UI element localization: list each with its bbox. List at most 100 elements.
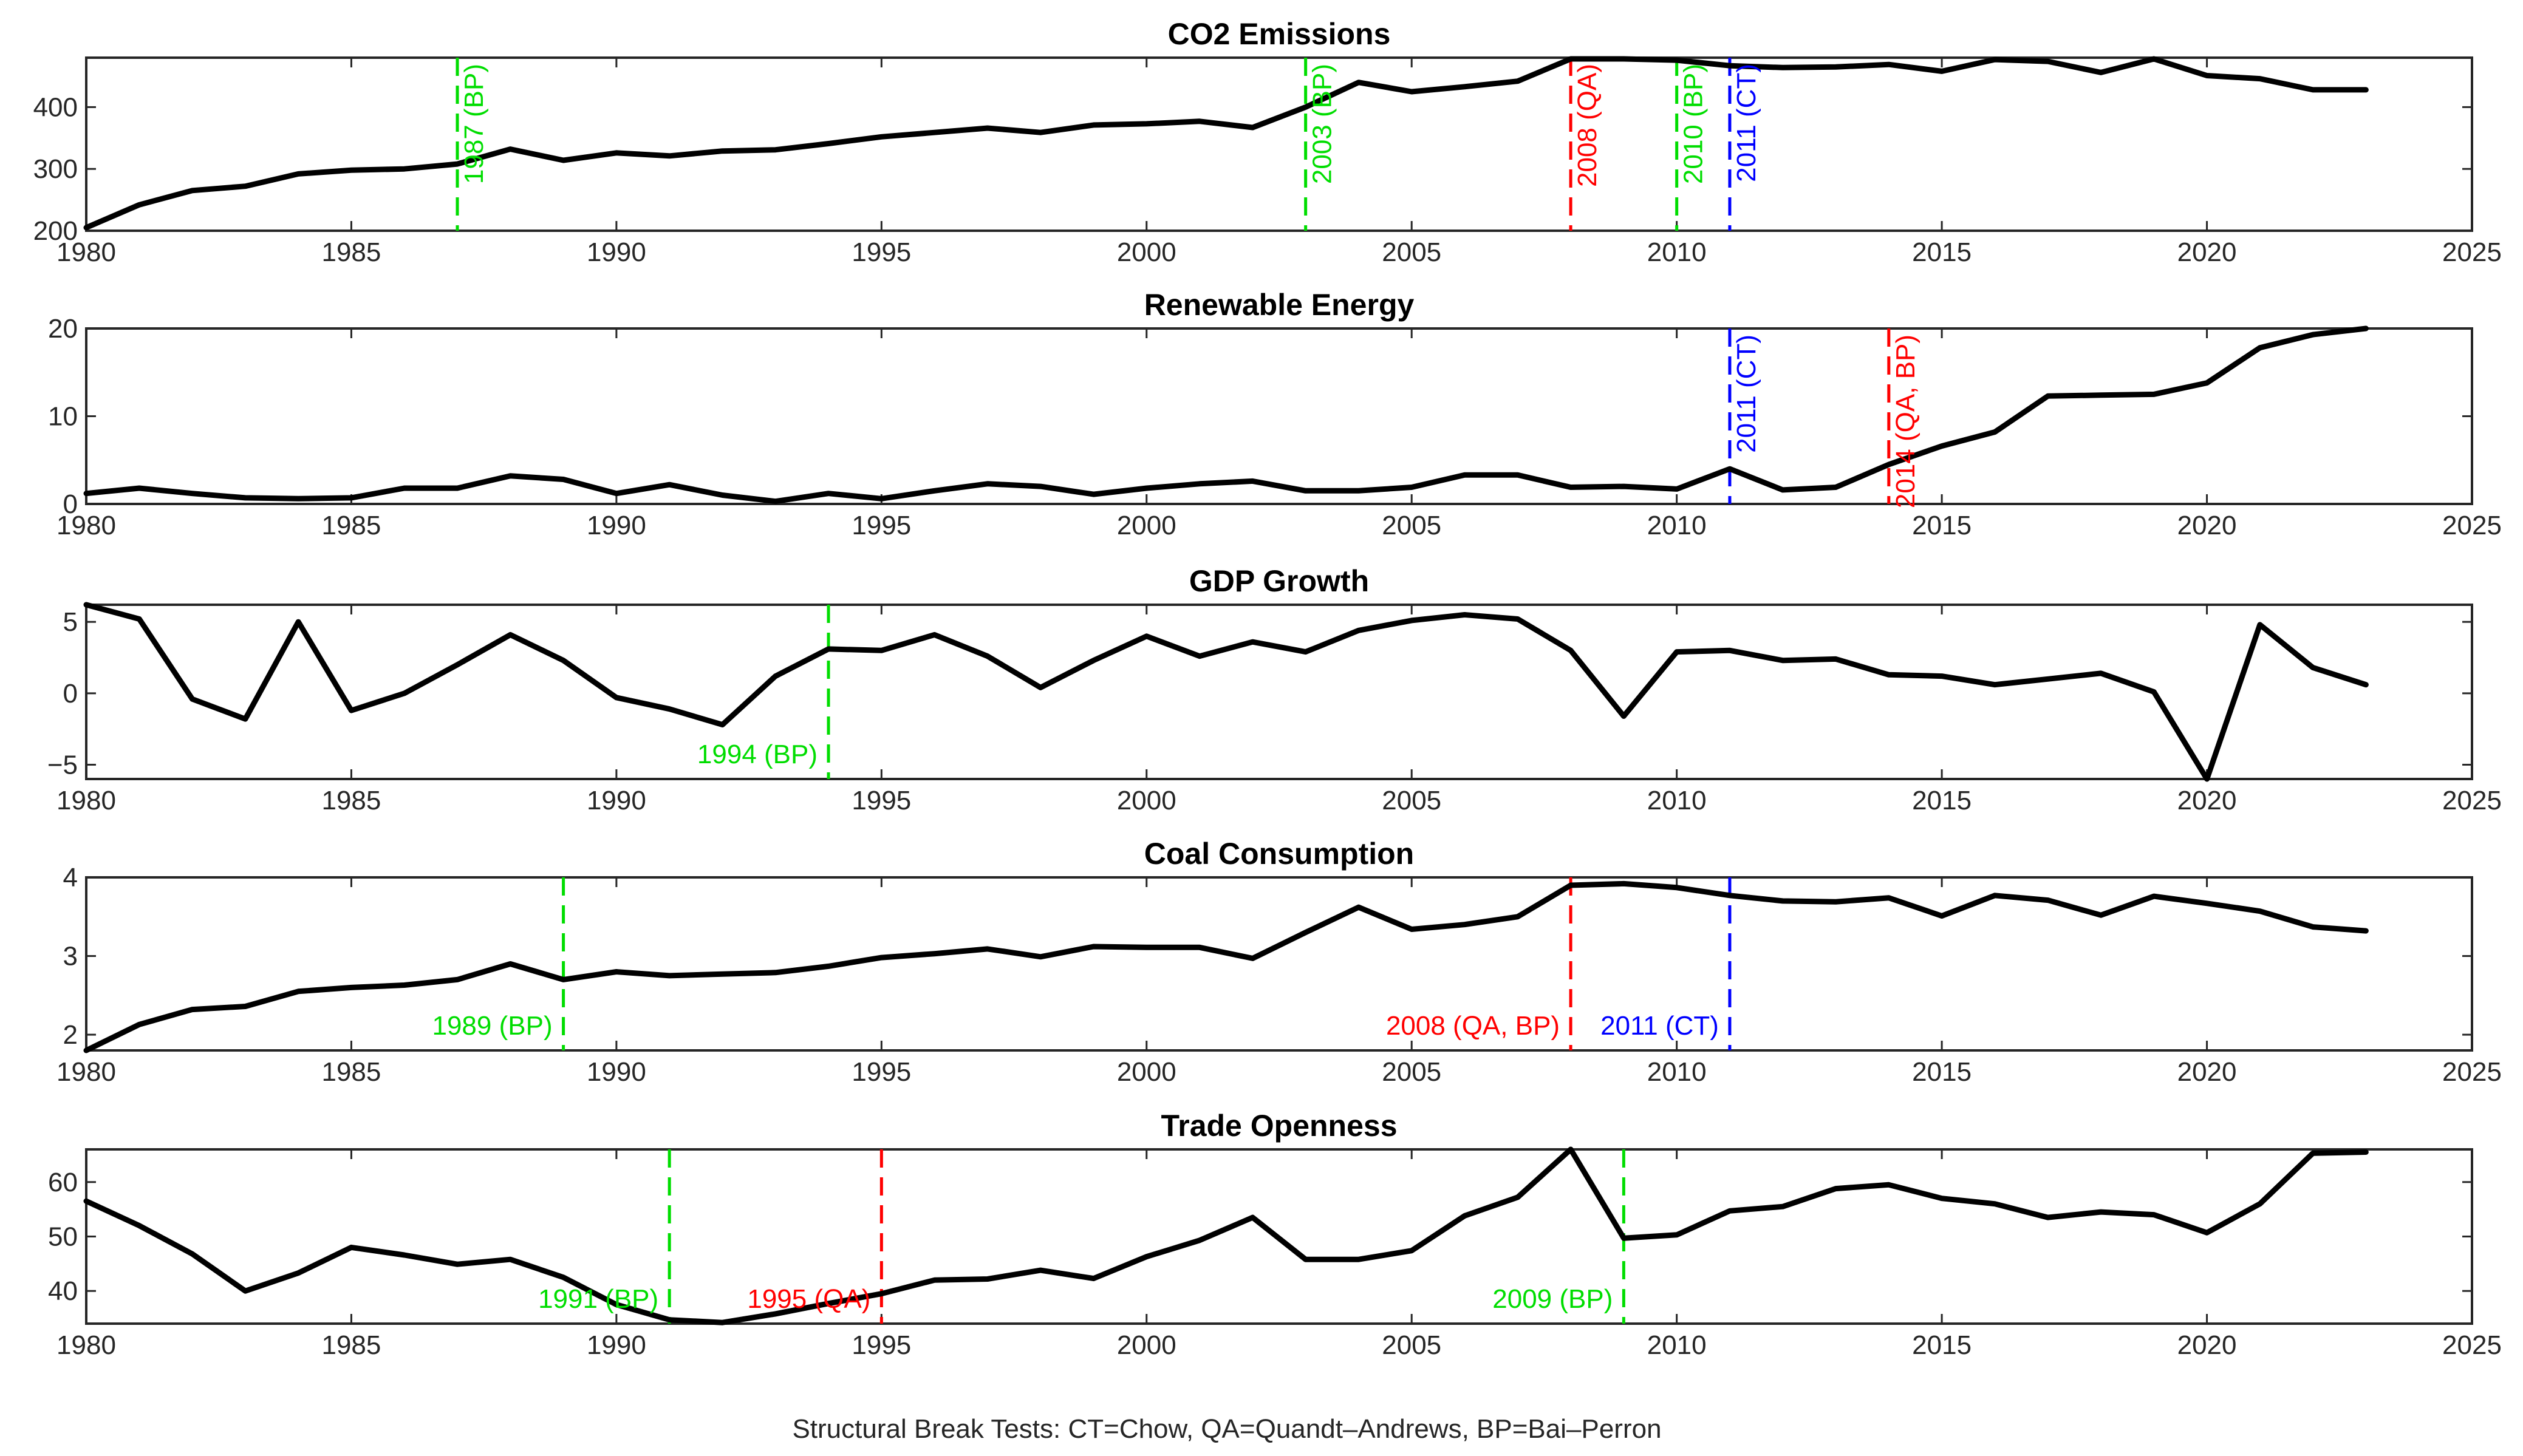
renewable-energy-xtick-label: 1980 <box>56 511 116 540</box>
renewable-energy-series-line <box>83 325 2369 505</box>
trade-openness-ytick-label: 40 <box>48 1276 78 1306</box>
gdp-growth-xtick-label: 2020 <box>2177 786 2237 815</box>
renewable-energy-break-label-2011: 2011 (CT) <box>1732 335 1761 453</box>
trade-openness-xtick-label: 2005 <box>1382 1330 1441 1360</box>
co2-emissions-break-label-2011: 2011 (CT) <box>1732 64 1761 182</box>
gdp-growth-ytick-label: 5 <box>63 607 78 637</box>
coal-consumption-xtick-label: 1990 <box>587 1057 646 1087</box>
gdp-growth-ytick-label: 0 <box>63 679 78 709</box>
trade-openness-xtick-label: 2000 <box>1117 1330 1176 1360</box>
coal-consumption-xtick-label: 2010 <box>1647 1057 1707 1087</box>
renewable-energy-xtick-label: 2020 <box>2177 511 2237 540</box>
trade-openness-title: Trade Openness <box>1161 1109 1397 1143</box>
co2-emissions-ytick-label: 200 <box>33 216 78 246</box>
coal-consumption-xtick-label: 1985 <box>321 1057 381 1087</box>
gdp-growth-xtick-label: 2015 <box>1912 786 1972 815</box>
renewable-energy-xtick-label: 1990 <box>587 511 646 540</box>
coal-consumption-ytick-label: 2 <box>63 1020 78 1050</box>
trade-openness-break-label-2009: 2009 (BP) <box>1492 1284 1613 1314</box>
coal-consumption-ytick-label: 4 <box>63 863 78 893</box>
renewable-energy-break-label-2014: 2014 (QA, BP) <box>1891 335 1920 508</box>
gdp-growth-xtick-label: 2005 <box>1382 786 1441 815</box>
trade-openness-ytick-label: 50 <box>48 1222 78 1252</box>
co2-emissions-break-label-2003: 2003 (BP) <box>1308 64 1337 184</box>
panel-gdp-growth: GDP Growth 1980 1985 1990 1995 2000 2005 2010 20… <box>47 564 2502 815</box>
coal-consumption-xtick-label: 2015 <box>1912 1057 1972 1087</box>
trade-openness-break-label-1991: 1991 (BP) <box>538 1284 658 1314</box>
renewable-energy-xtick-label: 2000 <box>1117 511 1176 540</box>
renewable-energy-axes-frame <box>85 327 2473 505</box>
co2-emissions-title: CO2 Emissions <box>1168 17 1391 51</box>
trade-openness-series-line <box>83 1146 2369 1325</box>
renewable-energy-xtick-label: 1985 <box>321 511 381 540</box>
gdp-growth-title: GDP Growth <box>1189 564 1369 598</box>
gdp-growth-break-label-1994: 1994 (BP) <box>697 740 818 769</box>
renewable-energy-xtick-label: 2015 <box>1912 511 1972 540</box>
trade-openness-xtick-label: 2015 <box>1912 1330 1972 1360</box>
renewable-energy-title: Renewable Energy <box>1144 288 1415 322</box>
coal-consumption-xtick-label: 2005 <box>1382 1057 1441 1087</box>
co2-emissions-xtick-label: 2010 <box>1647 237 1707 267</box>
coal-consumption-xtick-label: 1980 <box>56 1057 116 1087</box>
gdp-growth-axes-frame <box>85 604 2473 780</box>
co2-emissions-xtick-label: 2025 <box>2442 237 2502 267</box>
renewable-energy-ytick-label: 20 <box>48 314 78 344</box>
gdp-growth-xtick-label: 2010 <box>1647 786 1707 815</box>
co2-emissions-break-label-2010: 2010 (BP) <box>1679 64 1709 184</box>
co2-emissions-ytick-label: 400 <box>33 92 78 122</box>
coal-consumption-xtick-label: 2025 <box>2442 1057 2502 1087</box>
co2-emissions-xtick-label: 1985 <box>321 237 381 267</box>
renewable-energy-xtick-label: 1995 <box>852 511 911 540</box>
co2-emissions-xtick-label: 2015 <box>1912 237 1972 267</box>
trade-openness-break-label-1995: 1995 (QA) <box>747 1284 870 1314</box>
trade-openness-xtick-label: 1990 <box>587 1330 646 1360</box>
co2-emissions-xtick-label: 2000 <box>1117 237 1176 267</box>
gdp-growth-xtick-label: 2025 <box>2442 786 2502 815</box>
coal-consumption-series-line <box>83 880 2369 1053</box>
renewable-energy-ytick-label: 0 <box>63 489 78 519</box>
figure-caption: Structural Break Tests: CT=Chow, QA=Quan… <box>792 1414 1661 1444</box>
coal-consumption-break-label-2008: 2008 (QA, BP) <box>1386 1011 1560 1041</box>
trade-openness-xtick-label: 1985 <box>321 1330 381 1360</box>
trade-openness-xtick-label: 2025 <box>2442 1330 2502 1360</box>
co2-emissions-xtick-label: 1990 <box>587 237 646 267</box>
co2-emissions-series-line <box>83 56 2369 231</box>
gdp-growth-ytick-label: −5 <box>47 750 78 780</box>
coal-consumption-title: Coal Consumption <box>1144 837 1414 871</box>
trade-openness-xtick-label: 1995 <box>852 1330 911 1360</box>
coal-consumption-xtick-label: 2000 <box>1117 1057 1176 1087</box>
renewable-energy-xtick-label: 2005 <box>1382 511 1441 540</box>
co2-emissions-xtick-label: 2020 <box>2177 237 2237 267</box>
co2-emissions-break-label-1987: 1987 (BP) <box>459 64 489 184</box>
trade-openness-ytick-label: 60 <box>48 1168 78 1197</box>
renewable-energy-xtick-label: 2010 <box>1647 511 1707 540</box>
gdp-growth-series-line <box>83 602 2369 782</box>
gdp-growth-xtick-label: 1985 <box>321 786 381 815</box>
co2-emissions-xtick-label: 2005 <box>1382 237 1441 267</box>
co2-emissions-xtick-label: 1995 <box>852 237 911 267</box>
trade-openness-xtick-label: 2010 <box>1647 1330 1707 1360</box>
gdp-growth-xtick-label: 1980 <box>56 786 116 815</box>
gdp-growth-xtick-label: 2000 <box>1117 786 1176 815</box>
renewable-energy-xtick-label: 2025 <box>2442 511 2502 540</box>
co2-emissions-ytick-label: 300 <box>33 154 78 184</box>
panel-co2-emissions: CO2 Emissions 1980 1985 1990 1995 2000 2005 201… <box>33 17 2502 267</box>
co2-emissions-break-label-2008: 2008 (QA) <box>1572 64 1602 187</box>
co2-emissions-axes-frame <box>85 56 2473 232</box>
gdp-growth-xtick-label: 1995 <box>852 786 911 815</box>
coal-consumption-xtick-label: 2020 <box>2177 1057 2237 1087</box>
panel-trade-openness: Trade Openness 1980 1985 1990 1995 2000 2005 20… <box>48 1109 2502 1360</box>
panel-coal-consumption: Coal Consumption 1980 1985 1990 1995 2000 2005… <box>56 837 2502 1087</box>
trade-openness-xtick-label: 1980 <box>56 1330 116 1360</box>
coal-consumption-xtick-label: 1995 <box>852 1057 911 1087</box>
coal-consumption-break-label-2011: 2011 (CT) <box>1600 1011 1719 1041</box>
gdp-growth-xtick-label: 1990 <box>587 786 646 815</box>
coal-consumption-ytick-label: 3 <box>63 942 78 971</box>
trade-openness-xtick-label: 2020 <box>2177 1330 2237 1360</box>
coal-consumption-break-label-1989: 1989 (BP) <box>432 1011 552 1041</box>
co2-emissions-xtick-label: 1980 <box>56 237 116 267</box>
panel-renewable-energy: Renewable Energy 1980 1985 1990 1995 2000 2005… <box>48 288 2502 540</box>
renewable-energy-ytick-label: 10 <box>48 402 78 432</box>
